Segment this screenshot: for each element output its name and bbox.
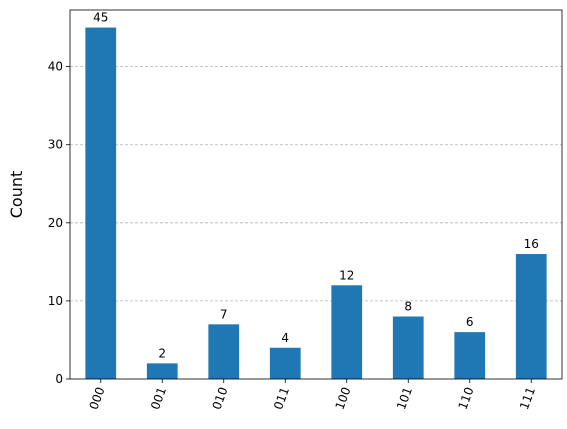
bar-000 <box>85 27 117 379</box>
y-axis-ticks: 0 10 20 30 40 <box>48 60 70 386</box>
bar-010 <box>208 324 240 379</box>
y-tick-label: 10 <box>48 294 63 308</box>
y-tick-label: 0 <box>55 372 63 386</box>
bar-101 <box>392 316 424 379</box>
data-labels: 45 2 7 4 12 8 6 16 <box>93 11 539 361</box>
gridlines <box>70 66 562 302</box>
data-label-100: 12 <box>339 268 354 282</box>
bars <box>85 27 547 379</box>
data-label-011: 4 <box>281 331 289 345</box>
bar-001 <box>146 363 178 379</box>
bar-011 <box>269 347 301 379</box>
y-axis-label: Count <box>7 171 26 219</box>
data-label-101: 8 <box>404 300 412 314</box>
plot-frame <box>69 9 563 380</box>
data-label-001: 2 <box>158 346 166 360</box>
data-label-010: 7 <box>220 307 228 321</box>
y-tick-label: 20 <box>48 216 63 230</box>
bar-110 <box>454 332 486 379</box>
bar-111 <box>515 254 547 379</box>
y-tick-label: 40 <box>48 60 63 74</box>
data-label-000: 45 <box>93 11 108 25</box>
data-label-110: 6 <box>466 315 474 329</box>
bar-100 <box>331 285 363 379</box>
y-tick-label: 30 <box>48 138 63 152</box>
data-label-111: 16 <box>524 237 539 251</box>
